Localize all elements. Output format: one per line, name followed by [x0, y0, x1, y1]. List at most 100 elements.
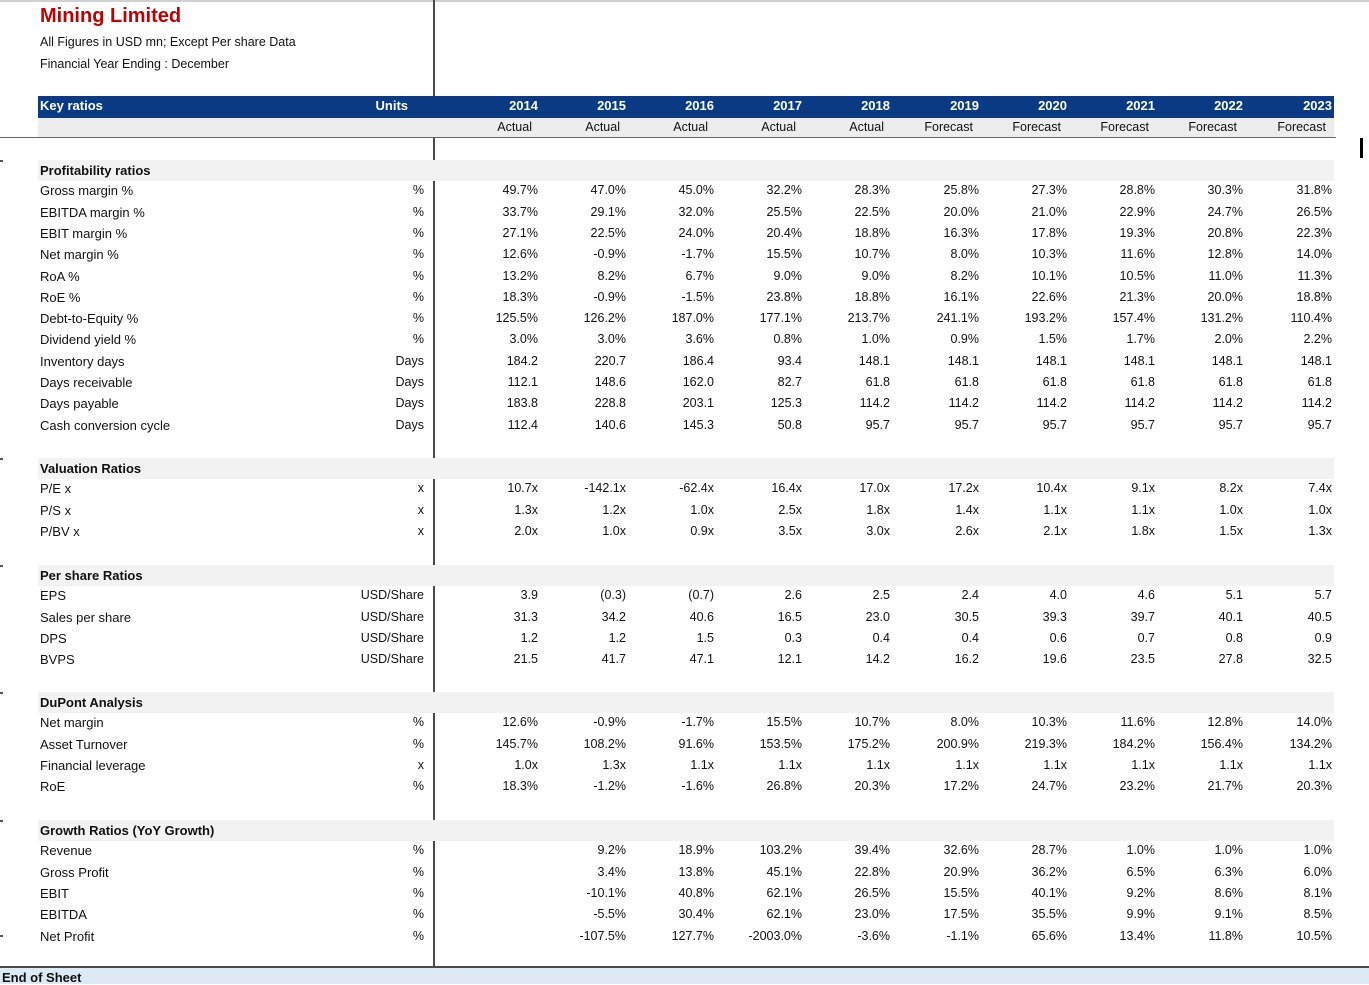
- section-title[interactable]: Profitability ratios: [40, 163, 151, 178]
- status-header-6[interactable]: Forecast: [1012, 120, 1061, 134]
- value-cell[interactable]: 24.7%: [1031, 779, 1067, 794]
- value-cell[interactable]: 17.2x: [948, 481, 979, 496]
- value-cell[interactable]: 9.1%: [1214, 907, 1244, 922]
- year-header-5[interactable]: 2019: [950, 98, 979, 113]
- value-cell[interactable]: 26.5%: [854, 885, 890, 900]
- value-cell[interactable]: 45.1%: [766, 864, 802, 879]
- value-cell[interactable]: 125.5%: [495, 311, 538, 326]
- value-cell[interactable]: 21.0%: [1031, 204, 1067, 219]
- row-unit[interactable]: Days: [395, 417, 424, 432]
- value-cell[interactable]: 10.4x: [1036, 481, 1067, 496]
- value-cell[interactable]: 2.5x: [778, 502, 802, 517]
- value-cell[interactable]: 82.7: [777, 375, 802, 389]
- value-cell[interactable]: 156.4%: [1200, 736, 1243, 751]
- value-cell[interactable]: 193.2%: [1024, 311, 1067, 326]
- value-cell[interactable]: 47.0%: [590, 183, 626, 198]
- value-cell[interactable]: 3.0%: [597, 332, 627, 347]
- value-cell[interactable]: 0.6: [1049, 630, 1067, 645]
- value-cell[interactable]: -0.9%: [593, 247, 626, 262]
- row-label[interactable]: EBIT margin %: [40, 225, 128, 241]
- row-label[interactable]: RoA %: [40, 268, 80, 284]
- value-cell[interactable]: 50.8: [777, 417, 802, 432]
- value-cell[interactable]: 93.4: [777, 353, 802, 368]
- value-cell[interactable]: 112.4: [507, 417, 538, 432]
- value-cell[interactable]: 17.8%: [1031, 225, 1067, 240]
- value-cell[interactable]: 114.2: [948, 396, 979, 411]
- value-cell[interactable]: 8.2%: [950, 268, 980, 283]
- status-header-9[interactable]: Forecast: [1277, 120, 1326, 134]
- year-header-6[interactable]: 2020: [1038, 98, 1067, 113]
- value-cell[interactable]: -0.9%: [593, 715, 626, 730]
- value-cell[interactable]: 11.8%: [1208, 928, 1243, 943]
- value-cell[interactable]: 241.1%: [936, 311, 979, 326]
- value-cell[interactable]: 3.4%: [597, 864, 627, 879]
- value-cell[interactable]: 126.2%: [583, 311, 626, 326]
- value-cell[interactable]: 39.4%: [854, 843, 890, 858]
- row-unit[interactable]: %: [412, 715, 424, 730]
- row-unit[interactable]: USD/Share: [360, 652, 424, 667]
- row-label[interactable]: Net margin: [40, 715, 104, 731]
- value-cell[interactable]: 40.6: [689, 609, 714, 624]
- value-cell[interactable]: 13.4%: [1119, 928, 1155, 943]
- row-unit[interactable]: %: [412, 332, 424, 347]
- value-cell[interactable]: 186.4: [682, 353, 714, 368]
- value-cell[interactable]: 10.3%: [1031, 247, 1067, 262]
- value-cell[interactable]: 183.8: [506, 396, 538, 411]
- row-label[interactable]: Revenue: [40, 843, 93, 859]
- value-cell[interactable]: 61.8: [865, 375, 890, 389]
- value-cell[interactable]: 18.8%: [854, 289, 890, 304]
- value-cell[interactable]: 25.5%: [766, 204, 802, 219]
- value-cell[interactable]: 27.3%: [1031, 183, 1067, 198]
- value-cell[interactable]: 1.1x: [1131, 502, 1155, 517]
- value-cell[interactable]: 17.2%: [943, 779, 979, 794]
- value-cell[interactable]: 114.2: [1036, 396, 1067, 411]
- value-cell[interactable]: 27.8: [1218, 652, 1243, 667]
- value-cell[interactable]: 12.8%: [1207, 715, 1243, 730]
- row-unit[interactable]: %: [412, 183, 424, 198]
- value-cell[interactable]: 31.8%: [1296, 183, 1332, 198]
- row-unit[interactable]: Days: [395, 396, 424, 411]
- value-cell[interactable]: 3.0%: [509, 332, 539, 347]
- value-cell[interactable]: 203.1: [682, 396, 714, 411]
- value-cell[interactable]: -1.1%: [946, 928, 979, 943]
- value-cell[interactable]: 23.0%: [854, 907, 890, 922]
- value-cell[interactable]: 1.0%: [861, 332, 891, 347]
- value-cell[interactable]: 62.1%: [766, 907, 802, 922]
- value-cell[interactable]: 1.1x: [1219, 757, 1243, 772]
- row-unit[interactable]: %: [412, 311, 424, 326]
- value-cell[interactable]: 22.9%: [1119, 204, 1155, 219]
- value-cell[interactable]: 10.7%: [854, 247, 890, 262]
- value-cell[interactable]: -1.5%: [681, 289, 714, 304]
- value-cell[interactable]: 103.2%: [759, 843, 802, 858]
- value-cell[interactable]: 15.5%: [943, 885, 979, 900]
- value-cell[interactable]: 9.1x: [1131, 481, 1155, 496]
- row-label[interactable]: P/E x: [40, 481, 72, 497]
- value-cell[interactable]: 1.0%: [1303, 843, 1333, 858]
- row-label[interactable]: Sales per share: [40, 609, 132, 625]
- value-cell[interactable]: 9.2%: [1126, 885, 1156, 900]
- value-cell[interactable]: 127.7%: [671, 928, 714, 943]
- value-cell[interactable]: 1.2x: [602, 502, 626, 517]
- value-cell[interactable]: 31.3: [513, 609, 538, 624]
- value-cell[interactable]: 6.5%: [1126, 864, 1156, 879]
- value-cell[interactable]: 10.5%: [1119, 268, 1155, 283]
- row-unit[interactable]: Days: [395, 375, 424, 389]
- value-cell[interactable]: 21.3%: [1119, 289, 1155, 304]
- row-label[interactable]: Debt-to-Equity %: [40, 311, 139, 327]
- value-cell[interactable]: 110.4%: [1290, 311, 1332, 326]
- value-cell[interactable]: 16.5: [777, 609, 802, 624]
- status-header-0[interactable]: Actual: [497, 120, 532, 134]
- value-cell[interactable]: 30.3%: [1207, 183, 1243, 198]
- value-cell[interactable]: 61.8: [1307, 375, 1332, 389]
- value-cell[interactable]: 39.7: [1130, 609, 1155, 624]
- status-header-5[interactable]: Forecast: [924, 120, 973, 134]
- value-cell[interactable]: 9.0%: [861, 268, 891, 283]
- value-cell[interactable]: 228.8: [594, 396, 626, 411]
- value-cell[interactable]: 10.7x: [507, 481, 538, 496]
- value-cell[interactable]: 131.2%: [1200, 311, 1243, 326]
- value-cell[interactable]: 30.5: [954, 609, 979, 624]
- value-cell[interactable]: 3.6%: [685, 332, 715, 347]
- value-cell[interactable]: 148.1: [1211, 353, 1243, 368]
- value-cell[interactable]: 1.4x: [955, 502, 979, 517]
- value-cell[interactable]: 20.0%: [1207, 289, 1243, 304]
